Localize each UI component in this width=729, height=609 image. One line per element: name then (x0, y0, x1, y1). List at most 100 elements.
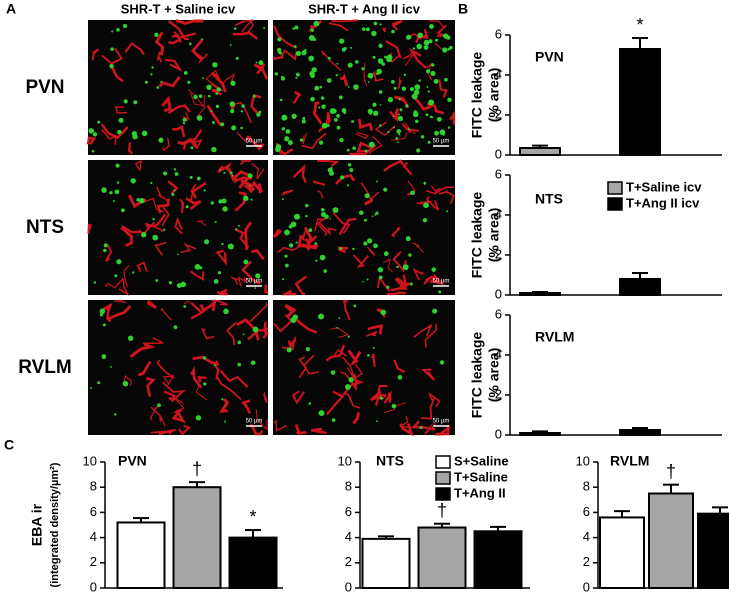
leakage (173, 325, 178, 330)
leakage (405, 104, 409, 108)
leakage (367, 354, 370, 357)
vessel (206, 104, 224, 127)
bar (172, 486, 222, 590)
scale-bar-label: 50 µm (246, 139, 263, 145)
image-bg (273, 300, 455, 435)
vessel (382, 27, 387, 33)
vessel (383, 390, 392, 404)
vessel (105, 244, 113, 262)
leakage (133, 100, 138, 105)
leakage (372, 110, 379, 116)
leakage (243, 259, 249, 265)
leakage (336, 114, 340, 118)
leakage (122, 380, 129, 387)
leakage (304, 48, 307, 52)
significance-mark: † (437, 500, 447, 520)
leakage (434, 130, 439, 136)
leakage (182, 121, 186, 125)
vessel (389, 108, 399, 123)
chart-label: PVN (118, 453, 147, 469)
vessel (172, 125, 186, 138)
vessel (393, 359, 406, 374)
vessel (171, 408, 186, 424)
vessel (330, 327, 349, 338)
leakage (174, 172, 179, 176)
leakage (302, 116, 306, 120)
leakage (354, 60, 359, 64)
vessel (101, 129, 117, 145)
leakage (281, 198, 284, 201)
row-label: NTS (26, 217, 64, 238)
leakage (144, 80, 148, 84)
leakage (343, 46, 347, 51)
leakage (447, 126, 451, 129)
leakage (301, 119, 306, 124)
vessel (251, 162, 265, 180)
vessel (124, 41, 145, 56)
bar (619, 48, 661, 156)
leakage (223, 171, 226, 174)
leakage (350, 46, 353, 49)
leakage (336, 327, 339, 329)
vessel (182, 129, 203, 150)
vessel (280, 49, 298, 61)
leakage (218, 199, 223, 204)
leakage (319, 254, 326, 261)
leakage (139, 198, 145, 204)
leakage (101, 187, 107, 193)
y-tick-label: 2 (90, 554, 97, 569)
vessel (149, 406, 156, 421)
leakage (97, 381, 101, 385)
leakage (320, 207, 325, 212)
leakage (284, 229, 290, 236)
vessel (183, 300, 191, 305)
leakage (383, 187, 388, 192)
vessel (168, 20, 189, 41)
leakage (371, 215, 374, 217)
leakage (203, 189, 206, 192)
leakage (364, 193, 370, 199)
bar (116, 521, 166, 589)
leakage (347, 62, 353, 68)
leakage (423, 202, 429, 209)
row-label: RVLM (18, 357, 71, 378)
leakage (436, 116, 442, 122)
leakage (292, 314, 299, 320)
leakage (425, 113, 429, 117)
leakage (255, 273, 261, 279)
leakage (336, 125, 341, 130)
leakage (141, 231, 147, 238)
y-tick-label: 2 (495, 386, 502, 401)
leakage (127, 335, 134, 341)
leakage (310, 96, 315, 102)
leakage (401, 86, 407, 91)
legend-label: S+Saline (454, 453, 509, 468)
leakage (263, 26, 266, 29)
leakage (423, 45, 429, 50)
vessel (343, 392, 361, 409)
vessel (317, 190, 324, 199)
leakage (376, 180, 379, 183)
leakage (224, 420, 227, 423)
vessel (321, 50, 342, 72)
leakage (320, 96, 325, 100)
leakage (336, 62, 339, 65)
vessel (425, 186, 455, 195)
leakage (344, 384, 351, 390)
vessel (156, 198, 170, 214)
leakage (369, 113, 372, 116)
leakage (378, 90, 383, 94)
y-tick-label: 4 (495, 206, 502, 221)
vessel (91, 48, 100, 61)
leakage (414, 84, 421, 91)
vessel (234, 19, 254, 26)
vessel (136, 261, 148, 273)
leakage (329, 217, 331, 220)
leakage (109, 63, 114, 69)
leakage (372, 102, 377, 107)
bar (473, 530, 523, 589)
vessel (86, 136, 97, 145)
scale-bar-label: 50 µm (246, 279, 263, 285)
vessel (338, 217, 357, 236)
leakage (338, 95, 343, 100)
